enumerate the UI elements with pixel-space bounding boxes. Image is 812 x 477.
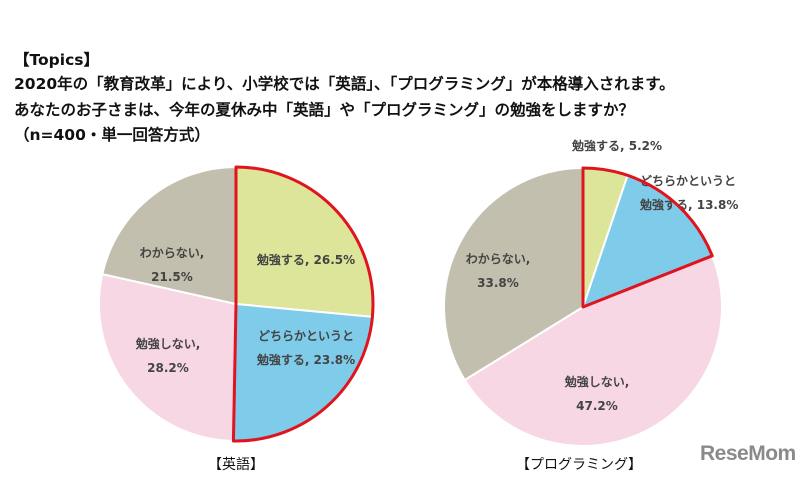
slice-value-maybe: 勉強する, 13.8% <box>639 197 738 212</box>
resemom-logo: ReseMom <box>700 442 796 465</box>
pie-slice-unknown <box>443 166 584 382</box>
slice-label-study: 勉強する, 26.5% <box>256 252 355 267</box>
pie-slice-no <box>98 272 238 442</box>
english-chart-title: 【英語】 <box>208 457 264 473</box>
topics-label: 【Topics】 <box>14 51 99 69</box>
slice-label-unknown: わからない, <box>466 252 531 266</box>
slice-value-no: 47.2% <box>576 399 618 413</box>
slice-value-maybe: 勉強する, 23.8% <box>256 352 355 367</box>
slice-label-maybe: どちらかというと <box>640 174 736 188</box>
pie-slice-study <box>235 165 374 318</box>
pie-slice-maybe <box>232 302 374 442</box>
pie-slice-unknown <box>101 165 237 306</box>
headline-line-2: あなたのお子さまは、今年の夏休み中「英語」や「プログラミング」の勉強をしますか？ <box>14 101 635 119</box>
slice-label-study: 勉強する, 5.2% <box>571 138 662 153</box>
sample-note: （n=400・単一回答方式） <box>14 126 210 144</box>
highlight-outline <box>581 166 714 309</box>
slice-value-no: 28.2% <box>147 361 189 375</box>
slice-label-maybe: どちらかというと <box>258 329 354 343</box>
highlight-outline <box>231 165 375 443</box>
slice-label-unknown: わからない, <box>140 246 205 260</box>
slice-label-no: 勉強しない, <box>135 336 201 351</box>
slice-value-unknown: 21.5% <box>151 270 193 284</box>
pie-slice-no <box>463 254 723 447</box>
slice-label-no: 勉強しない, <box>564 374 630 389</box>
programming-chart-title: 【プログラミング】 <box>516 457 642 473</box>
slice-value-unknown: 33.8% <box>477 276 519 290</box>
headline-line-1: 2020年の「教育改革」により、小学校では「英語」、「プログラミング」が本格導入… <box>14 75 675 93</box>
